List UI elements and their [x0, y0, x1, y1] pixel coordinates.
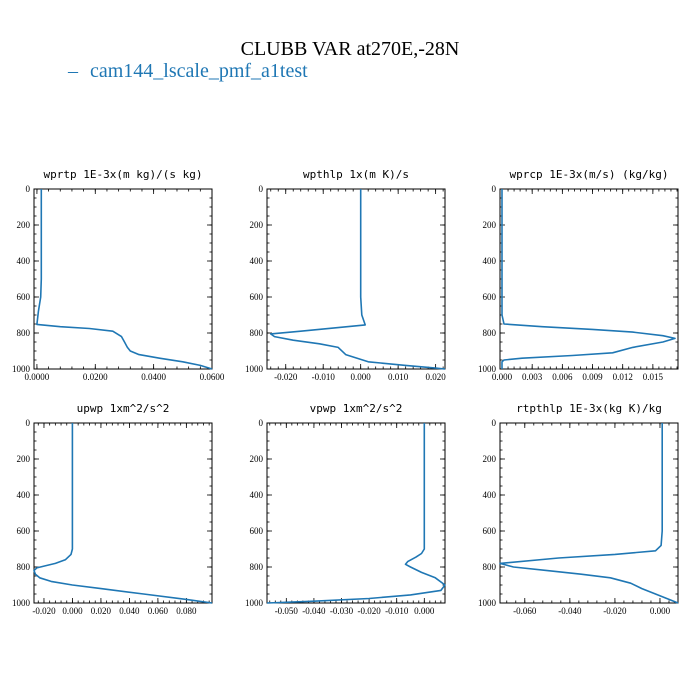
x-tick-label: 0.0000 [25, 372, 50, 382]
plot-frame [499, 188, 679, 370]
x-tick-label: 0.015 [643, 372, 664, 382]
plot-frame [499, 422, 679, 604]
y-tick-label: 1000 [478, 364, 497, 374]
x-tick-label: 0.012 [613, 372, 633, 382]
y-tick-label: 1000 [245, 598, 264, 608]
x-tick-label: 0.006 [552, 372, 573, 382]
x-tick-label: -0.050 [275, 606, 299, 616]
panel-title: wpthlp 1x(m K)/s [303, 168, 409, 181]
x-tick-label: 0.000 [62, 606, 83, 616]
x-tick-label: -0.020 [357, 606, 381, 616]
x-tick-label: -0.060 [513, 606, 537, 616]
series-line [499, 423, 679, 604]
y-tick-label: 0 [26, 184, 31, 194]
y-tick-label: 200 [483, 454, 497, 464]
y-tick-label: 400 [483, 490, 497, 500]
y-tick-label: 1000 [12, 364, 31, 374]
x-tick-label: 0.000 [351, 372, 372, 382]
x-tick-label: 0.010 [388, 372, 409, 382]
panel-6: rtpthlp 1E-3x(kg K)/kg 0 200 400 600 800 1000 -… [478, 402, 679, 616]
x-tick-label: -0.040 [302, 606, 326, 616]
series-line [36, 189, 213, 370]
x-tick-label: -0.040 [558, 606, 582, 616]
y-tick-label: 400 [17, 256, 31, 266]
x-tick-label: 0.003 [522, 372, 543, 382]
legend: – cam144_lscale_pmf_a1test [67, 60, 308, 82]
series-line [501, 189, 676, 369]
y-tick-label: 400 [17, 490, 31, 500]
x-tick-label: -0.020 [603, 606, 627, 616]
y-tick-label: 0 [26, 418, 31, 428]
y-tick-label: 200 [250, 220, 264, 230]
y-tick-label: 400 [483, 256, 497, 266]
y-tick-label: 200 [250, 454, 264, 464]
y-tick-label: 1000 [245, 364, 264, 374]
panel-title: upwp 1xm^2/s^2 [77, 402, 170, 415]
plot-frame [33, 422, 213, 604]
series-line [266, 423, 446, 604]
y-tick-label: 400 [250, 256, 264, 266]
x-tick-label: 0.000 [650, 606, 671, 616]
y-tick-label: 800 [250, 562, 264, 572]
panel-title: vpwp 1xm^2/s^2 [310, 402, 403, 415]
x-tick-label: -0.020 [274, 372, 298, 382]
y-tick-label: 800 [250, 328, 264, 338]
panel-2: wpthlp 1x(m K)/s 0 200 400 600 800 1000 -0.020 -… [245, 168, 446, 382]
plot-frame [266, 422, 446, 604]
y-tick-label: 200 [483, 220, 497, 230]
y-tick-label: 600 [250, 292, 264, 302]
panel-3: wprcp 1E-3x(m/s) (kg/kg) 0 200 400 600 800 100… [478, 168, 679, 382]
y-tick-label: 600 [17, 292, 31, 302]
y-tick-label: 400 [250, 490, 264, 500]
plot-frame [266, 188, 446, 370]
x-tick-label: -0.010 [385, 606, 409, 616]
panel-1: wprtp 1E-3x(m kg)/(s kg) 0 200 400 600 800 100… [12, 168, 225, 382]
y-tick-label: 800 [483, 328, 497, 338]
x-tick-label: 0.0600 [200, 372, 225, 382]
plot-frame [33, 188, 213, 370]
y-tick-label: 0 [492, 184, 497, 194]
series-line [269, 189, 446, 370]
panels: wprtp 1E-3x(m kg)/(s kg) 0 200 400 600 800 100… [12, 168, 679, 616]
y-tick-label: 600 [17, 526, 31, 536]
y-tick-label: 0 [259, 418, 264, 428]
y-tick-label: 800 [17, 562, 31, 572]
y-tick-label: 600 [250, 526, 264, 536]
x-tick-label: -0.030 [330, 606, 354, 616]
y-tick-label: 600 [483, 292, 497, 302]
x-tick-label: 0.040 [119, 606, 140, 616]
legend-label: cam144_lscale_pmf_a1test [90, 60, 308, 82]
y-tick-label: 800 [17, 328, 31, 338]
y-tick-label: 0 [492, 418, 497, 428]
y-tick-label: 1000 [478, 598, 497, 608]
panel-title: wprcp 1E-3x(m/s) (kg/kg) [510, 168, 669, 181]
y-tick-label: 200 [17, 220, 31, 230]
panel-title: wprtp 1E-3x(m kg)/(s kg) [44, 168, 203, 181]
y-tick-label: 1000 [12, 598, 31, 608]
x-tick-label: 0.0200 [83, 372, 108, 382]
x-tick-label: -0.010 [312, 372, 336, 382]
series-line [33, 423, 213, 604]
y-tick-label: 0 [259, 184, 264, 194]
panel-4: upwp 1xm^2/s^2 0 200 400 600 800 1000-0.020 0.0… [12, 402, 213, 616]
y-tick-label: 200 [17, 454, 31, 464]
x-tick-label: 0.080 [176, 606, 197, 616]
panel-title: rtpthlp 1E-3x(kg K)/kg [516, 402, 662, 415]
x-tick-label: 0.009 [582, 372, 603, 382]
x-tick-label: 0.020 [91, 606, 112, 616]
x-tick-label: 0.0400 [141, 372, 166, 382]
x-tick-label: 0.000 [492, 372, 513, 382]
figure-title: CLUBB VAR at270E,-28N [241, 38, 460, 60]
x-tick-label: 0.060 [148, 606, 169, 616]
x-tick-label: -0.020 [32, 606, 56, 616]
legend-line-glyph: – [67, 60, 79, 82]
y-tick-label: 600 [483, 526, 497, 536]
x-tick-label: 0.000 [414, 606, 435, 616]
x-tick-label: 0.020 [426, 372, 447, 382]
y-tick-label: 800 [483, 562, 497, 572]
